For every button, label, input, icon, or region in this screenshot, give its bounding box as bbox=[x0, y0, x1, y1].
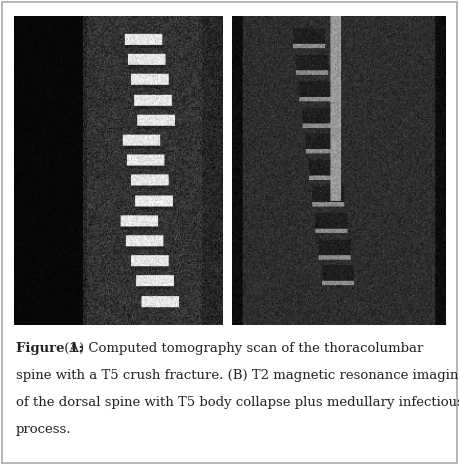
Text: Figure 1:: Figure 1: bbox=[16, 342, 84, 355]
Text: (A) Computed tomography scan of the thoracolumbar: (A) Computed tomography scan of the thor… bbox=[60, 342, 423, 355]
Text: process.: process. bbox=[16, 423, 72, 436]
Text: of the dorsal spine with T5 body collapse plus medullary infectious: of the dorsal spine with T5 body collaps… bbox=[16, 396, 459, 409]
Text: spine with a T5 crush fracture. (B) T2 magnetic resonance imaging: spine with a T5 crush fracture. (B) T2 m… bbox=[16, 369, 459, 382]
